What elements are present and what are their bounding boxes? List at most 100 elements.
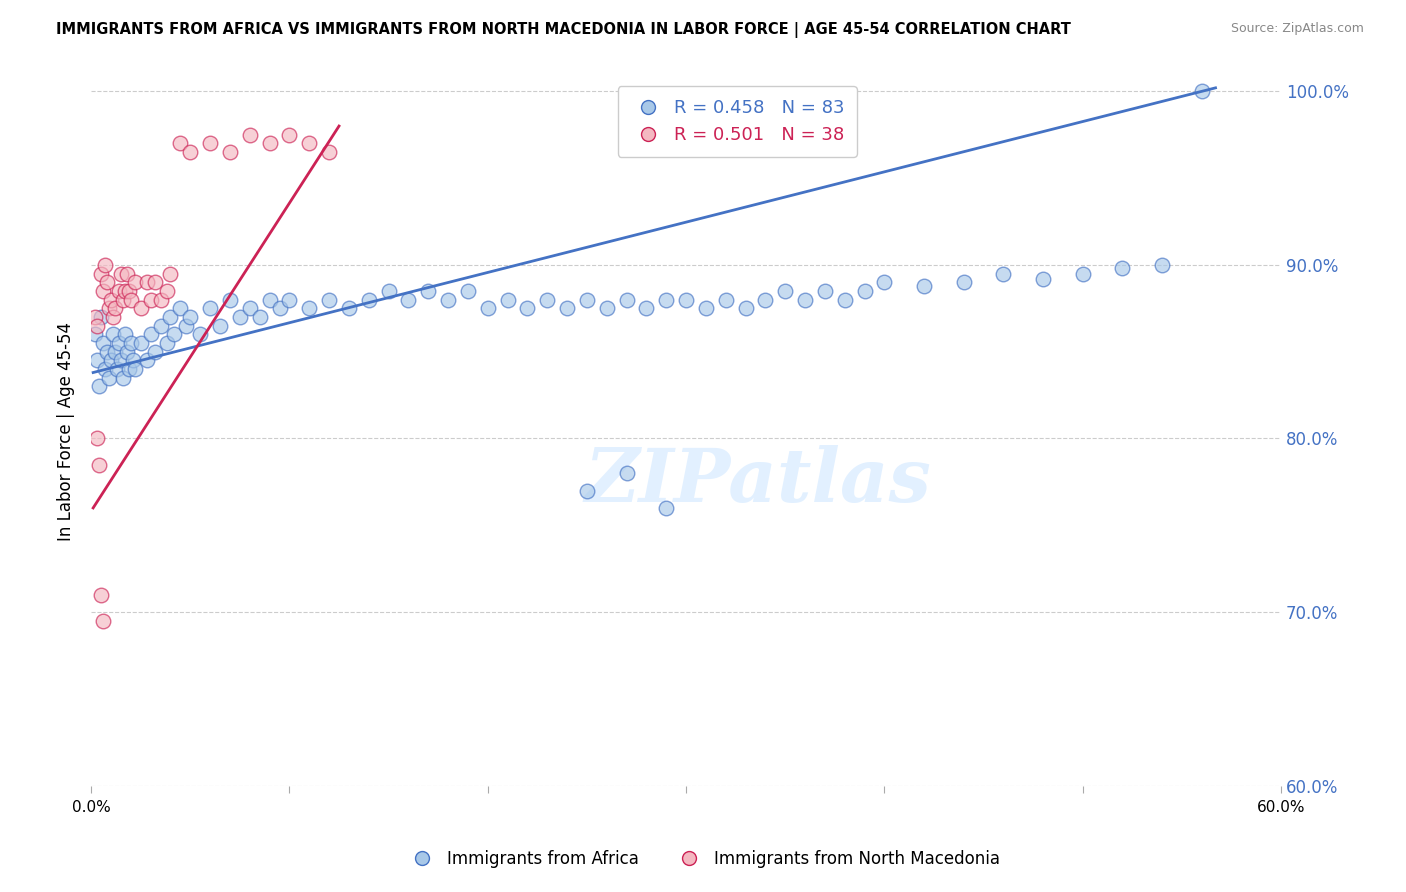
Point: [1191, 84, 1213, 98]
Point: [90, 267, 112, 281]
Point: [111, 293, 134, 307]
Point: [318, 145, 340, 159]
Point: [675, 293, 697, 307]
Point: [496, 293, 519, 307]
Point: [108, 336, 131, 351]
Point: [695, 301, 717, 316]
Point: [714, 293, 737, 307]
Legend: Immigrants from Africa, Immigrants from North Macedonia: Immigrants from Africa, Immigrants from …: [399, 844, 1007, 875]
Point: [198, 136, 221, 151]
Point: [1111, 261, 1133, 276]
Point: [298, 301, 321, 316]
Point: [555, 301, 578, 316]
Point: [96, 275, 118, 289]
Point: [259, 136, 281, 151]
Point: [155, 284, 177, 298]
Point: [1032, 272, 1054, 286]
Point: [143, 344, 166, 359]
Point: [87, 379, 110, 393]
Point: [143, 275, 166, 289]
Point: [120, 336, 142, 351]
Point: [318, 293, 340, 307]
Point: [101, 310, 124, 324]
Point: [105, 362, 128, 376]
Point: [952, 275, 974, 289]
Point: [98, 301, 121, 316]
Point: [90, 310, 112, 324]
Point: [188, 327, 211, 342]
Point: [104, 301, 127, 316]
Point: [86, 432, 108, 446]
Point: [814, 284, 837, 298]
Point: [337, 301, 360, 316]
Point: [121, 353, 143, 368]
Point: [124, 362, 146, 376]
Point: [91, 614, 114, 628]
Point: [149, 293, 172, 307]
Point: [734, 301, 756, 316]
Point: [259, 293, 281, 307]
Point: [100, 293, 122, 307]
Point: [536, 293, 558, 307]
Text: IMMIGRANTS FROM AFRICA VS IMMIGRANTS FROM NORTH MACEDONIA IN LABOR FORCE | AGE 4: IMMIGRANTS FROM AFRICA VS IMMIGRANTS FRO…: [56, 22, 1071, 38]
Point: [616, 467, 638, 481]
Point: [135, 353, 157, 368]
Point: [596, 301, 619, 316]
Point: [118, 362, 141, 376]
Point: [163, 327, 186, 342]
Point: [101, 327, 124, 342]
Point: [94, 258, 117, 272]
Point: [396, 293, 419, 307]
Point: [149, 318, 172, 333]
Point: [111, 370, 134, 384]
Point: [104, 344, 127, 359]
Point: [993, 267, 1015, 281]
Point: [198, 301, 221, 316]
Point: [418, 284, 440, 298]
Point: [912, 278, 935, 293]
Point: [834, 293, 856, 307]
Point: [169, 301, 191, 316]
Point: [129, 301, 152, 316]
Point: [86, 353, 108, 368]
Legend: R = 0.458   N = 83, R = 0.501   N = 38: R = 0.458 N = 83, R = 0.501 N = 38: [617, 87, 856, 157]
Point: [91, 336, 114, 351]
Point: [84, 327, 107, 342]
Point: [84, 310, 107, 324]
Text: ZIPatlas: ZIPatlas: [583, 445, 931, 517]
Point: [86, 318, 108, 333]
Point: [114, 284, 136, 298]
Point: [139, 293, 162, 307]
Point: [169, 136, 191, 151]
Point: [135, 275, 157, 289]
Point: [575, 483, 598, 498]
Point: [155, 336, 177, 351]
Point: [179, 145, 201, 159]
Point: [1150, 258, 1173, 272]
Point: [118, 284, 141, 298]
Point: [655, 500, 678, 515]
Point: [377, 284, 399, 298]
Point: [278, 293, 301, 307]
Point: [269, 301, 291, 316]
Point: [754, 293, 776, 307]
Point: [108, 284, 131, 298]
Point: [239, 301, 262, 316]
Point: [139, 327, 162, 342]
Point: [114, 327, 136, 342]
Point: [853, 284, 876, 298]
Point: [115, 344, 138, 359]
Point: [96, 344, 118, 359]
Point: [129, 336, 152, 351]
Point: [457, 284, 479, 298]
Point: [98, 370, 121, 384]
Point: [176, 318, 198, 333]
Point: [120, 293, 142, 307]
Point: [794, 293, 817, 307]
Point: [229, 310, 252, 324]
Point: [477, 301, 499, 316]
Point: [110, 267, 132, 281]
Point: [249, 310, 271, 324]
Point: [159, 267, 181, 281]
Point: [87, 458, 110, 472]
